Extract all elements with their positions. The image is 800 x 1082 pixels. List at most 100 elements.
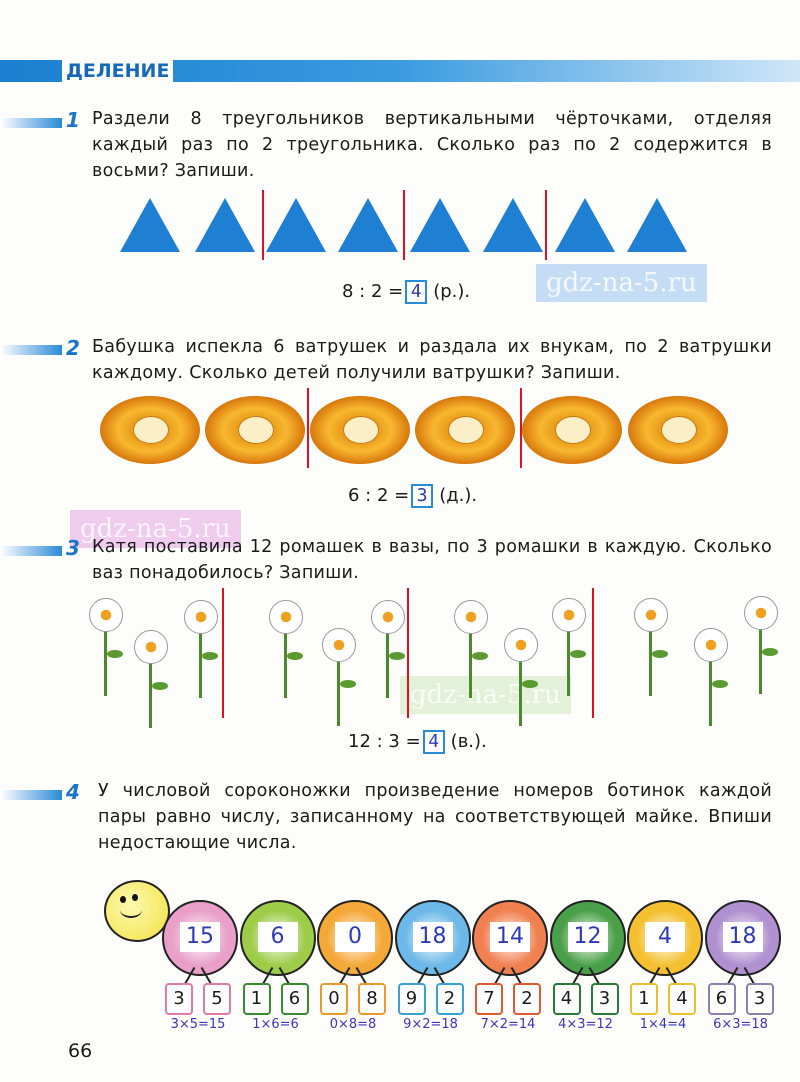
caterpillar-segment: 12	[549, 900, 626, 976]
unit: (д.).	[439, 485, 478, 506]
shirt-number: 18	[722, 922, 763, 952]
shoe-number: 1	[242, 983, 271, 1015]
shirt-number: 14	[490, 922, 530, 952]
shoe-number: 8	[358, 983, 386, 1015]
task-1-equation: 8 : 2 = 4 (р.).	[342, 280, 470, 304]
stem	[149, 660, 152, 728]
leaf	[762, 648, 778, 656]
triangle	[627, 198, 687, 252]
flower-head	[744, 596, 778, 630]
flower-head	[694, 628, 728, 662]
flower-head	[371, 600, 405, 634]
daisy	[265, 600, 305, 700]
divider-line	[545, 190, 547, 260]
calculation: 1×6=6	[252, 1017, 299, 1032]
equation-text: 8 : 2 =	[342, 281, 404, 302]
unit: (в.).	[450, 731, 487, 752]
task-3-text: Катя поставила 12 ромашек в вазы, по 3 р…	[92, 537, 772, 583]
equation-text: 6 : 2 =	[348, 485, 410, 506]
stem	[567, 628, 570, 696]
section-title: ДЕЛЕНИЕ	[62, 60, 174, 82]
shoe-number: 4	[668, 983, 696, 1015]
leaf	[652, 650, 668, 658]
calculation: 6×3=18	[713, 1017, 768, 1032]
eye-icon	[132, 894, 138, 901]
answer-box: 3	[411, 484, 434, 508]
flower-head	[504, 628, 538, 662]
answer-box: 4	[422, 730, 445, 754]
shoe-number: 7	[475, 983, 503, 1015]
stem	[386, 630, 389, 698]
flower-head	[634, 598, 668, 632]
shirt-number: 6	[257, 922, 298, 952]
flower-head	[454, 600, 488, 634]
pastry	[415, 396, 515, 464]
caterpillar-segment: 4	[627, 900, 703, 976]
leaf	[152, 682, 168, 690]
task-2-text: Бабушка испекла 6 ватрушек и раздала их …	[92, 337, 772, 383]
caterpillar-segment: 18	[704, 900, 781, 976]
task-2-equation: 6 : 2 = 3 (д.).	[348, 484, 477, 508]
leaf	[389, 652, 405, 660]
triangle	[120, 198, 180, 252]
stem	[199, 630, 202, 698]
shoe-number: 1	[630, 983, 658, 1015]
shoe-number: 3	[590, 983, 619, 1015]
shoe-number: 5	[203, 983, 231, 1015]
shirt-number: 0	[335, 922, 375, 952]
shoe-number: 6	[707, 983, 736, 1015]
eye-icon	[120, 896, 126, 903]
page-number: 66	[68, 1040, 93, 1062]
divider-line	[520, 388, 522, 468]
pastry	[628, 396, 728, 464]
caterpillar-segment: 14	[472, 900, 548, 976]
triangle	[195, 198, 255, 252]
shoe-number: 3	[745, 983, 774, 1015]
shirt-number: 15	[180, 922, 220, 952]
divider-line	[592, 588, 594, 718]
task-1-text: Раздели 8 треугольников вертикальными чё…	[92, 109, 772, 181]
shirt-number: 4	[645, 922, 685, 952]
daisy	[130, 630, 170, 730]
unit: (р.).	[433, 281, 471, 302]
calculation: 9×2=18	[403, 1017, 458, 1032]
task-marker	[0, 345, 62, 355]
flower-head	[269, 600, 303, 634]
daisy	[630, 598, 670, 698]
daisy	[690, 628, 730, 728]
task-number-4: 4	[66, 780, 80, 804]
task-marker	[0, 118, 62, 128]
flower-head	[134, 630, 168, 664]
triangle	[410, 198, 470, 252]
caterpillar-segment: 6	[239, 900, 316, 976]
flower-head	[89, 598, 123, 632]
pastry	[310, 396, 410, 464]
divider-line	[222, 588, 224, 718]
triangle	[555, 198, 615, 252]
answer-box: 4	[405, 280, 428, 304]
calculation: 7×2=14	[480, 1017, 536, 1032]
stem	[709, 658, 712, 726]
stem	[337, 658, 340, 726]
shoe-number: 2	[435, 983, 464, 1015]
pastry	[522, 396, 622, 464]
divider-line	[307, 388, 309, 468]
task-marker	[0, 546, 62, 556]
daisy	[500, 628, 540, 728]
task-number-3: 3	[66, 536, 80, 560]
daisy	[450, 600, 490, 700]
watermark: gdz-na-5.ru	[536, 264, 707, 302]
task-number-1: 1	[66, 108, 80, 132]
shoe-number: 0	[320, 983, 348, 1015]
leaf	[107, 650, 123, 658]
flower-head	[184, 600, 218, 634]
leaf	[340, 680, 356, 688]
stem	[759, 626, 762, 694]
triangle	[483, 198, 543, 252]
triangle	[266, 198, 326, 252]
stem	[649, 628, 652, 696]
pastry	[100, 396, 200, 464]
stem	[469, 630, 472, 698]
caterpillar-segment: 0	[317, 900, 393, 976]
